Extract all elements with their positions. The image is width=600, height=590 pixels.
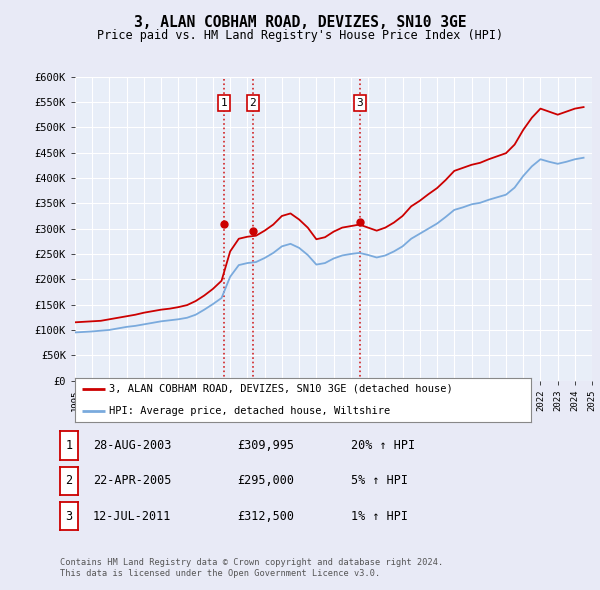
Text: £309,995: £309,995 xyxy=(237,439,294,452)
Text: 2: 2 xyxy=(250,98,256,108)
Text: £312,500: £312,500 xyxy=(237,510,294,523)
Text: 1% ↑ HPI: 1% ↑ HPI xyxy=(351,510,408,523)
Text: £295,000: £295,000 xyxy=(237,474,294,487)
Text: 3, ALAN COBHAM ROAD, DEVIZES, SN10 3GE: 3, ALAN COBHAM ROAD, DEVIZES, SN10 3GE xyxy=(134,15,466,30)
Text: 22-APR-2005: 22-APR-2005 xyxy=(93,474,172,487)
Text: 3: 3 xyxy=(65,510,73,523)
Text: 5% ↑ HPI: 5% ↑ HPI xyxy=(351,474,408,487)
Text: 1: 1 xyxy=(221,98,227,108)
Text: 2: 2 xyxy=(65,474,73,487)
Text: 12-JUL-2011: 12-JUL-2011 xyxy=(93,510,172,523)
Text: 3, ALAN COBHAM ROAD, DEVIZES, SN10 3GE (detached house): 3, ALAN COBHAM ROAD, DEVIZES, SN10 3GE (… xyxy=(109,384,453,394)
Text: Price paid vs. HM Land Registry's House Price Index (HPI): Price paid vs. HM Land Registry's House … xyxy=(97,30,503,42)
Text: 1: 1 xyxy=(65,439,73,452)
Text: 28-AUG-2003: 28-AUG-2003 xyxy=(93,439,172,452)
Text: 20% ↑ HPI: 20% ↑ HPI xyxy=(351,439,415,452)
Text: 3: 3 xyxy=(356,98,364,108)
Text: Contains HM Land Registry data © Crown copyright and database right 2024.
This d: Contains HM Land Registry data © Crown c… xyxy=(60,558,443,578)
Text: HPI: Average price, detached house, Wiltshire: HPI: Average price, detached house, Wilt… xyxy=(109,406,391,416)
